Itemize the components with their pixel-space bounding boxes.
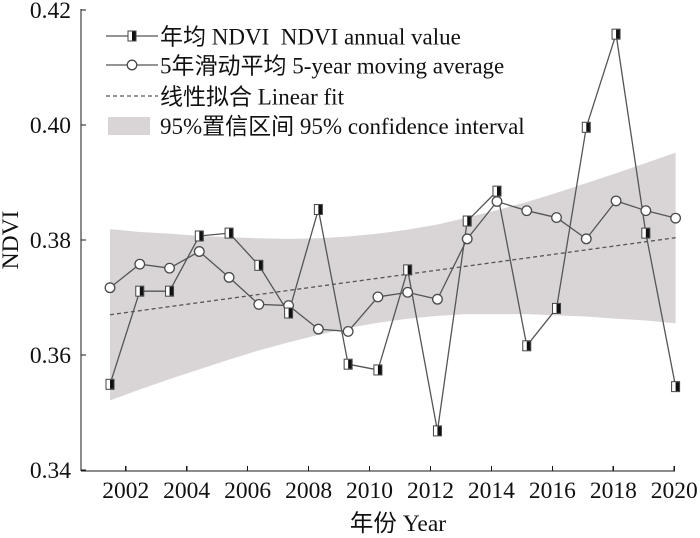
x-tick-label: 2008 [285, 478, 332, 504]
moving-average-point [372, 291, 384, 303]
x-tick-label: 2020 [651, 478, 698, 504]
y-tick-label: 0.42 [30, 0, 71, 24]
x-tick-label: 2004 [163, 478, 210, 504]
annual-ndvi-point [135, 285, 145, 297]
moving-average-point [193, 246, 205, 257]
x-tick-label: 2014 [468, 478, 515, 504]
x-axis-ticks: 2002 2004 2006 2008 2010 2012 2014 2016 2018 2020 [102, 466, 698, 504]
legend-label-annual-ndvi: 年均 NDVI NDVI annual value [160, 25, 461, 50]
annual-ndvi-point [671, 381, 681, 393]
moving-average-point [670, 212, 682, 224]
moving-average-point [551, 212, 562, 224]
annual-ndvi-point [432, 425, 442, 437]
moving-average-point [104, 282, 116, 294]
x-tick-label: 2016 [529, 478, 576, 504]
confidence-band [110, 152, 676, 401]
legend-label-moving-average: 5年滑动平均 5-year moving average [160, 54, 504, 79]
axes: 0.34 0.36 0.38 0.40 0.42 2002 2004 2006 2008 201… [30, 0, 698, 504]
annual-ndvi-point [165, 285, 175, 297]
annual-ndvi-point [581, 121, 591, 133]
x-tick-label: 2006 [224, 478, 271, 504]
annual-ndvi-point [313, 204, 323, 216]
annual-ndvi-point [373, 364, 383, 376]
legend-item-moving-average: 5年滑动平均 5-year moving average [106, 54, 504, 79]
legend-item-linear-fit: 线性拟合 Linear fit [106, 85, 345, 110]
moving-average-point [521, 205, 533, 217]
y-tick-label: 0.38 [30, 228, 71, 254]
moving-average-point [432, 293, 443, 305]
annual-ndvi-point [492, 185, 502, 197]
annual-ndvi-point [552, 302, 562, 314]
moving-average-point [610, 195, 622, 207]
moving-average-line-layer [109, 200, 676, 333]
x-axis-title: 年份 Year [350, 510, 446, 537]
x-tick-label: 2018 [590, 478, 637, 504]
annual-ndvi-point [343, 358, 353, 370]
annual-ndvi-point [194, 230, 204, 242]
x-tick-label: 2012 [407, 478, 454, 504]
annual-ndvi-point [403, 264, 413, 276]
annual-ndvi-point [641, 227, 651, 239]
annual-ndvi-point [105, 378, 115, 390]
moving-average-point [312, 323, 324, 335]
annual-ndvi-point [284, 307, 294, 319]
y-axis-ticks: 0.34 0.36 0.38 0.40 0.42 [30, 0, 86, 484]
legend-open-circle-icon [126, 59, 138, 71]
moving-average-point [164, 262, 175, 274]
moving-average-point [491, 196, 503, 207]
moving-average-point [223, 271, 235, 283]
moving-average-point [134, 258, 146, 270]
legend-label-linear-fit: 线性拟合 Linear fit [160, 85, 345, 110]
legend-item-confidence-interval: 95%置信区间 95% confidence interval [108, 114, 525, 139]
legend: 年均 NDVI NDVI annual value 5年滑动平均 5-year … [106, 25, 525, 139]
annual-ndvi-marker-layer [105, 28, 681, 437]
annual-ndvi-point [522, 340, 532, 352]
y-tick-label: 0.34 [30, 458, 71, 484]
x-tick-label: 2002 [102, 478, 149, 504]
moving-average-point [461, 233, 473, 245]
annual-ndvi-point [254, 259, 264, 271]
annual-ndvi-point [224, 227, 234, 239]
annual-ndvi-line [109, 33, 677, 432]
confidence-band-layer [110, 152, 676, 401]
moving-average-point [402, 286, 414, 298]
y-tick-label: 0.36 [30, 343, 71, 369]
legend-label-confidence-interval: 95%置信区间 95% confidence interval [160, 114, 525, 139]
moving-average-point [342, 325, 354, 337]
legend-band-swatch-icon [108, 117, 150, 135]
legend-half-filled-square-icon [127, 30, 137, 42]
y-tick-label: 0.40 [30, 113, 71, 139]
annual-ndvi-point [611, 28, 621, 40]
moving-average-point [253, 298, 265, 310]
moving-average-point [640, 205, 652, 217]
moving-average-line [109, 200, 676, 333]
moving-average-point [580, 233, 592, 245]
annual-ndvi-line-layer [109, 33, 677, 432]
x-tick-label: 2010 [346, 478, 393, 504]
legend-item-annual-ndvi: 年均 NDVI NDVI annual value [106, 25, 461, 50]
annual-ndvi-point [462, 215, 472, 227]
y-axis-title: NDVI [0, 211, 24, 270]
